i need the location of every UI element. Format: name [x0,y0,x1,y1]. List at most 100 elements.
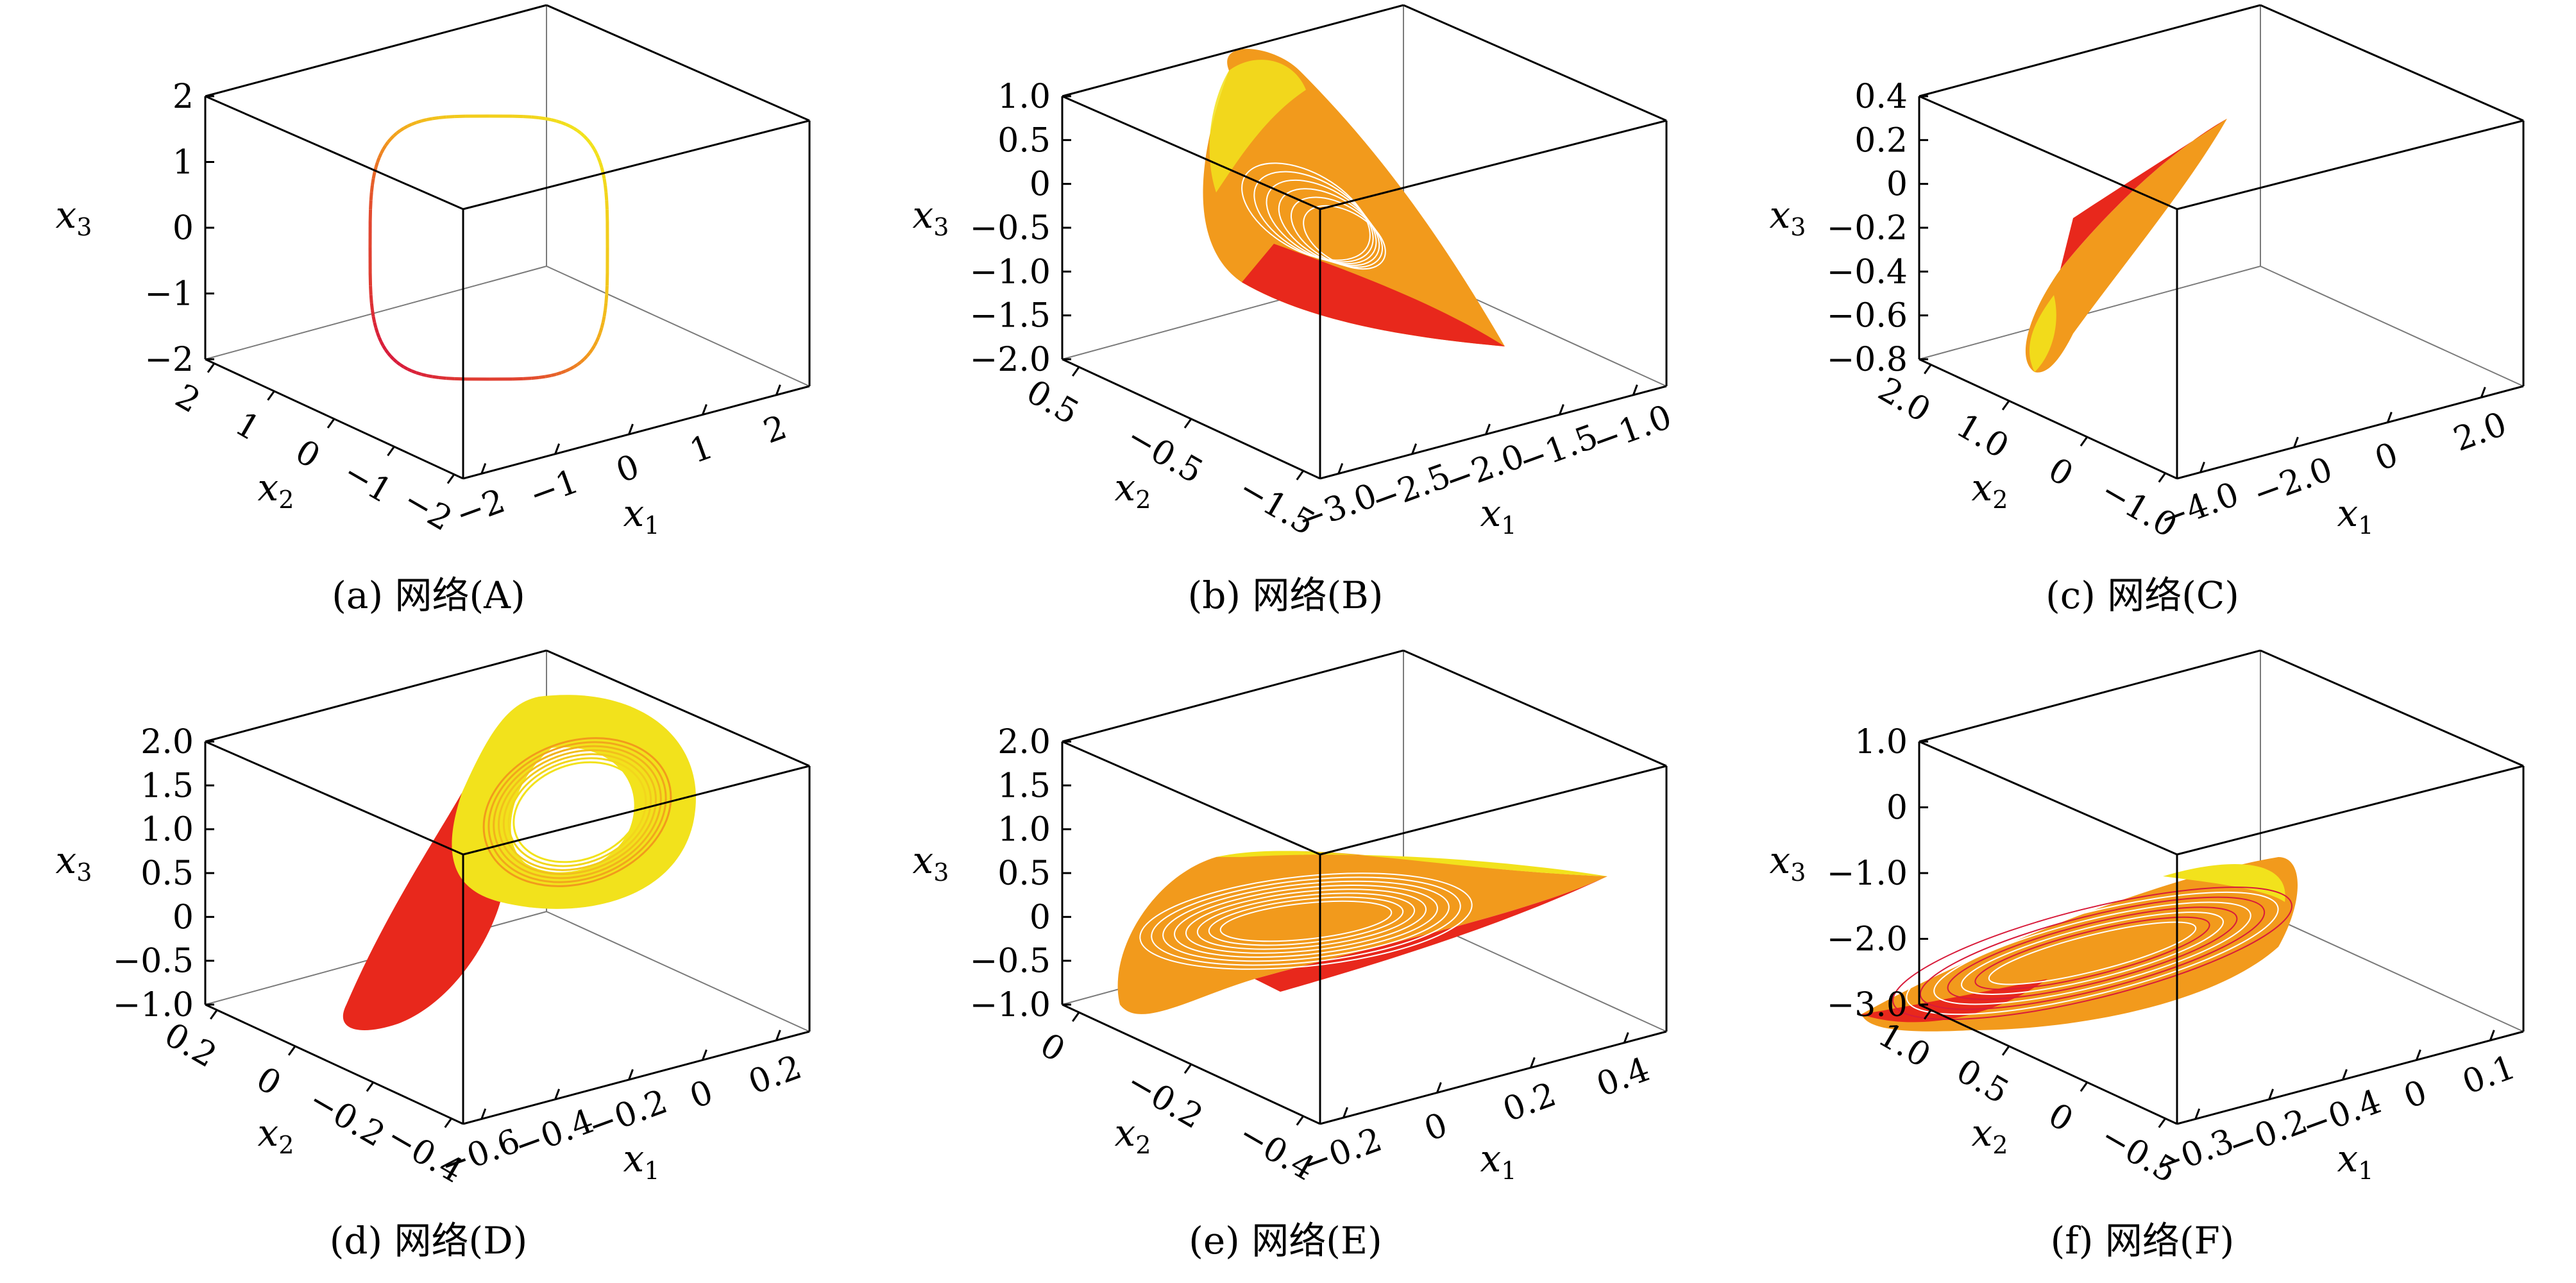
trajectory-segment [590,344,596,351]
trajectory-segment [382,144,387,151]
panel-C-x2-tick: 0 [2042,450,2080,495]
trajectory-segment [555,119,562,124]
panel-C-box [1918,4,2525,483]
panel-A-x1-tick: −2 [451,482,511,535]
panel-F-x3-tick: −1.0 [1827,854,1908,893]
panel-E-x3-label: x3 [913,838,949,887]
panel-B-x2-label: x2 [1115,466,1151,514]
panel-C-x3-label: x3 [1770,193,1806,241]
trajectory-segment [386,137,393,144]
panel-D-trajectory [343,695,696,1030]
trajectory-segment [371,178,375,185]
trajectory-segment [564,368,571,373]
trajectory-loop [1933,901,2251,1005]
trajectory-segment [593,341,598,347]
trajectory-segment [389,355,395,361]
trajectory-loop [1906,891,2279,1015]
panel-C-x3-tick: −0.8 [1827,341,1908,379]
panel-E-x1-tick: 0 [1419,1106,1453,1150]
panel-F-x2-tick: 0.5 [1950,1051,2015,1111]
trajectory-loop [1919,896,2266,1010]
attractor-highlight [1209,60,1306,192]
trajectory-loop [513,761,642,863]
panel-D-x1-tick: 0 [685,1073,718,1117]
trajectory-segment [421,372,427,377]
trajectory-segment [371,316,377,323]
panel-F-x1-tick: 0 [2399,1073,2432,1117]
trajectory-segment [569,124,575,130]
panel-D-x3-tick: −1.0 [113,986,194,1024]
trajectory-segment [426,117,433,122]
trajectory-segment [604,192,609,201]
panel-E-x3-tick: 0.5 [997,854,1051,893]
panel-A-x2-tick: 2 [169,377,207,421]
trajectory-segment [416,119,422,124]
trajectory-segment [432,116,439,121]
trajectory-loop [1303,205,1386,270]
trajectory-segment [573,363,579,369]
trajectory-segment [399,126,405,132]
panel-E-x1-tick: 0.2 [1498,1075,1561,1130]
trajectory-segment [560,121,566,126]
trajectory-segment [403,365,409,371]
trajectory-loop [507,757,647,867]
trajectory-segment [393,358,398,364]
trajectory-segment [369,185,374,192]
trajectory-segment [576,361,582,366]
panel-A-caption: (a) 网络(A) [332,574,525,617]
panel-E-x1-tick: 0.4 [1591,1050,1654,1105]
trajectory-segment [597,157,602,164]
panel-D-x2-tick: −0.2 [302,1081,391,1155]
panel-B-x3-tick: 0 [1030,166,1051,204]
panel-A-x3-tick: 2 [173,78,194,116]
panel-A-x1-label: x1 [623,491,660,540]
panel-D-x3-tick: 0.5 [140,854,194,893]
trajectory-segment [396,361,402,366]
panel-D-x2-label: x2 [258,1111,294,1159]
panel-D-x3-label: x3 [56,838,92,887]
trajectory-segment [407,368,413,373]
panel-D-x2-tick: 0 [250,1060,287,1104]
trajectory-segment [598,327,604,334]
trajectory-segment [598,162,604,168]
trajectory-loop [1961,912,2224,995]
trajectory-segment [403,124,409,130]
trajectory-segment [600,167,605,174]
attractor-body [1117,851,1607,1014]
panel-F-x3-tick: −3.0 [1827,986,1908,1024]
trajectory-segment [376,157,381,164]
panel-C-x3-tick: −0.2 [1827,209,1908,248]
panel-E-x3-tick: 2.0 [997,723,1051,761]
panel-E-x2-tick: 0 [1033,1026,1071,1070]
trajectory-segment [550,372,557,377]
panel-B-trajectory [1203,49,1505,346]
trajectory-segment [595,337,600,343]
trajectory-segment [597,332,602,338]
panel-D-x2-tick: 0.2 [158,1015,223,1075]
trajectory-segment [369,303,374,310]
panel-E-x3-tick: 0 [1030,898,1051,937]
panel-C-x3-tick: −0.4 [1827,253,1908,291]
panel-F-x3-label: x3 [1770,838,1806,887]
panel-B-x3-tick: −2.0 [970,341,1051,379]
attractor-highlight [2163,863,2285,902]
trajectory-segment [393,132,398,137]
panel-C-x3-tick: −0.6 [1827,297,1908,336]
panel-E-x1-tick: −0.2 [1298,1121,1387,1185]
attractor-body [1861,857,2298,1032]
trajectory-segment [576,129,582,135]
trajectory-segment [377,337,383,343]
trajectory-segment [371,172,377,180]
trajectory-loop [1174,884,1438,958]
trajectory-segment [373,321,378,328]
panel-D-x3-tick: 0 [173,898,194,937]
attractor-top [1216,851,1607,876]
panel-A-x2-tick: 1 [229,405,267,449]
trajectory-segment [601,316,606,323]
panel-D-x3-tick: 1.5 [140,767,194,805]
trajectory-segment [416,371,422,376]
